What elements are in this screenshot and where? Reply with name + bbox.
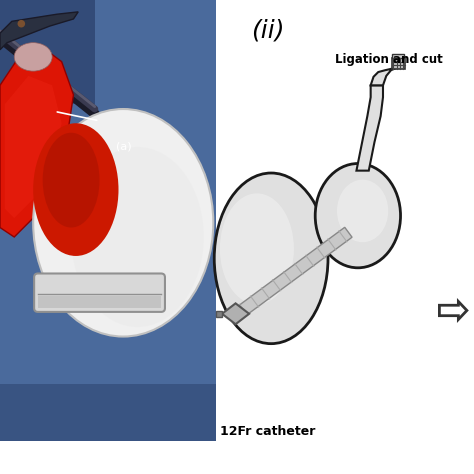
Bar	[216, 311, 222, 317]
FancyBboxPatch shape	[38, 296, 161, 308]
Polygon shape	[222, 303, 249, 324]
Ellipse shape	[14, 43, 52, 71]
Ellipse shape	[71, 147, 204, 327]
Bar	[0, 384, 216, 441]
Text: 12Fr catheter: 12Fr catheter	[220, 425, 316, 438]
Polygon shape	[356, 85, 383, 171]
Ellipse shape	[337, 180, 388, 242]
Bar	[216, 0, 474, 474]
Ellipse shape	[214, 173, 328, 344]
Ellipse shape	[33, 123, 118, 256]
FancyArrow shape	[439, 301, 467, 319]
Polygon shape	[0, 12, 78, 50]
Text: Ligation and cut: Ligation and cut	[335, 53, 443, 66]
Ellipse shape	[33, 109, 213, 337]
Polygon shape	[313, 218, 345, 255]
Polygon shape	[234, 228, 352, 319]
Ellipse shape	[315, 164, 401, 268]
Text: (ii): (ii)	[251, 19, 284, 43]
Text: (a): (a)	[116, 142, 132, 152]
Bar	[0, 0, 95, 104]
Polygon shape	[5, 76, 62, 218]
Polygon shape	[0, 47, 73, 237]
Bar	[0, 0, 216, 441]
Ellipse shape	[43, 133, 100, 228]
Bar	[392, 58, 405, 69]
Circle shape	[18, 20, 25, 27]
Ellipse shape	[220, 193, 294, 304]
Polygon shape	[371, 67, 398, 85]
FancyBboxPatch shape	[34, 273, 165, 312]
Bar	[392, 54, 404, 58]
